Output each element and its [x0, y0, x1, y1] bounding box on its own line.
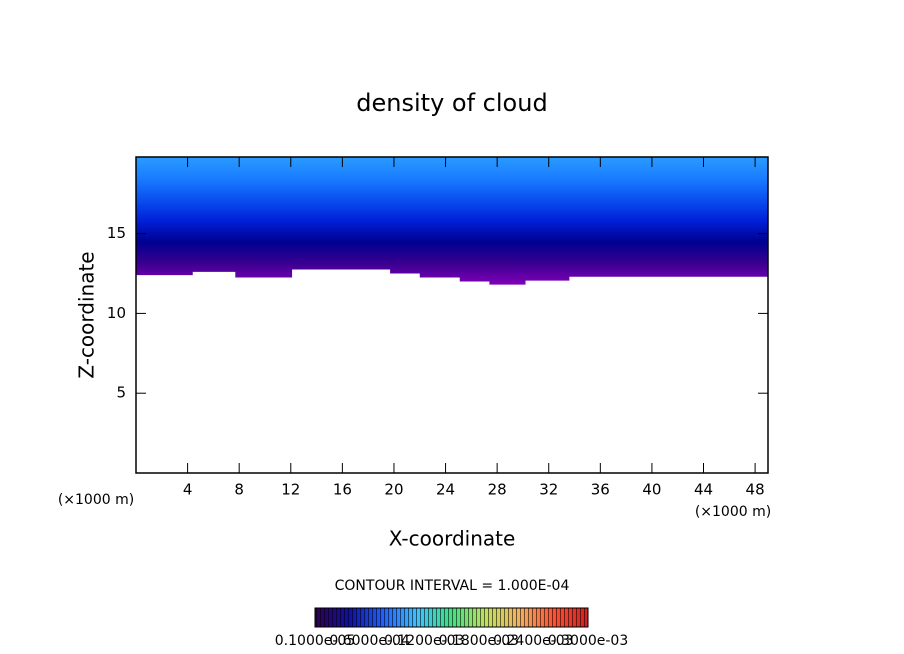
colorbar-label: 0.1800e-03: [439, 633, 519, 649]
x-tick-label: 36: [591, 481, 610, 499]
colorbar-stripes: [315, 608, 588, 627]
cloud-density-region: [136, 157, 768, 285]
colorbar-label: 0.3000e-03: [548, 633, 628, 649]
x-tick-label: 12: [281, 481, 300, 499]
colorbar-label: 0.2400e-03: [493, 633, 573, 649]
y-tick-label: 10: [107, 304, 126, 322]
x-tick-label: 48: [746, 481, 765, 499]
contour-interval: CONTOUR INTERVAL = 1.000E-04: [335, 578, 570, 594]
y-tick-label: 5: [116, 384, 126, 402]
x-tick-label: 8: [234, 481, 244, 499]
plot-frame: [135, 156, 769, 474]
colorbar-label: 0.1000e-05: [275, 633, 355, 649]
x-tick-label: 44: [694, 481, 713, 499]
colorbar-label: 0.1200e-03: [384, 633, 464, 649]
x-tick-label: 32: [539, 481, 558, 499]
x-axis-label: X-coordinate: [389, 527, 516, 551]
y-axis-label: Z-coordinate: [75, 251, 99, 378]
x-tick-label: 4: [183, 481, 193, 499]
x-tick-label: 16: [333, 481, 352, 499]
colorbar-label: 0.6000e-04: [329, 633, 410, 649]
x-unit-label: (×1000 m): [695, 504, 771, 520]
x-tick-label: 40: [642, 481, 661, 499]
x-tick-label: 20: [384, 481, 403, 499]
x-tick-label: 24: [436, 481, 455, 499]
x-tick-label: 28: [488, 481, 507, 499]
y-tick-label: 15: [107, 224, 126, 242]
x-unit-label: (×1000 m): [58, 492, 134, 508]
chart-title: density of cloud: [356, 89, 547, 117]
